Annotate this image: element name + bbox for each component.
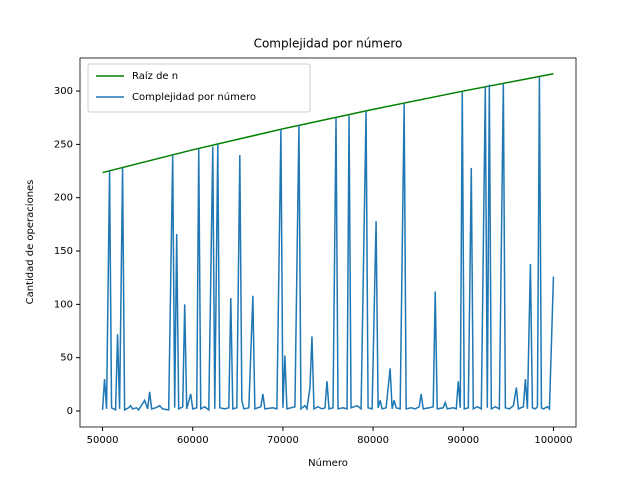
x-tick-label: 70000 (267, 435, 299, 446)
line-series (101, 77, 555, 412)
x-tick-label: 60000 (177, 435, 209, 446)
chart-title: Complejidad por número (254, 37, 403, 51)
line-series (102, 73, 554, 174)
y-tick-label: 200 (54, 193, 73, 204)
y-tick-label: 100 (54, 299, 73, 310)
legend-label: Raíz de n (132, 70, 178, 82)
legend-label: Complejidad por número (132, 91, 256, 103)
y-tick-label: 250 (54, 139, 73, 150)
x-tick-label: 100000 (534, 435, 572, 446)
y-tick-label: 50 (60, 353, 73, 364)
y-tick-label: 300 (54, 86, 73, 97)
x-tick-label: 80000 (357, 435, 389, 446)
x-tick-label: 90000 (447, 435, 479, 446)
plot-frame (79, 57, 577, 428)
y-tick-label: 0 (67, 406, 73, 417)
x-axis-label: Número (308, 457, 348, 469)
x-tick-label: 50000 (87, 435, 119, 446)
legend-box (87, 63, 311, 113)
y-axis-label: Cantidad de operaciones (25, 180, 36, 305)
y-tick-label: 150 (54, 246, 73, 257)
